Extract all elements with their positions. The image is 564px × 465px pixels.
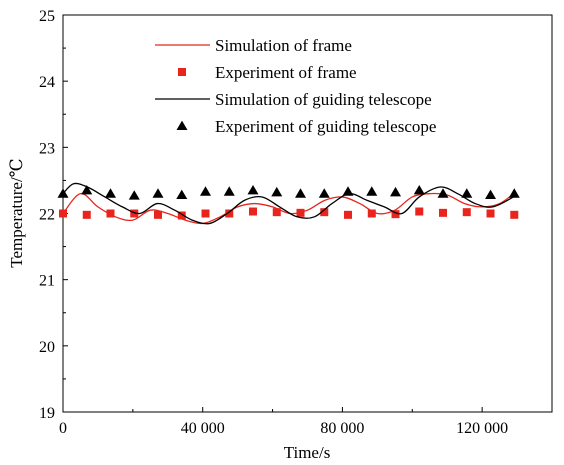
data-point: [225, 209, 234, 218]
legend-label: Simulation of guiding telescope: [215, 90, 432, 109]
data-point: [439, 208, 448, 217]
series-3: [57, 184, 520, 200]
data-point: [342, 186, 354, 196]
legend: Simulation of frame Experiment of frame Si…: [155, 36, 436, 136]
legend-swatch: [178, 68, 186, 76]
y-tick-label: 21: [39, 273, 55, 290]
data-point: [152, 188, 164, 198]
data-point: [247, 184, 259, 195]
y-axis: 19 20 21 22 23 24 25: [39, 8, 68, 422]
data-point: [128, 190, 140, 200]
data-point: [437, 188, 449, 198]
series-2: [62, 182, 514, 225]
legend-item: Experiment of frame: [178, 63, 357, 82]
data-point: [296, 208, 305, 217]
data-point: [130, 209, 139, 218]
x-axis: 0 40 000 80 000 120 000: [59, 407, 508, 437]
data-point: [320, 208, 329, 217]
data-point: [510, 210, 519, 219]
data-point: [295, 188, 307, 198]
x-tick-label: 0: [59, 420, 67, 437]
data-point: [272, 208, 281, 217]
data-point: [367, 209, 376, 218]
legend-label: Experiment of frame: [215, 63, 357, 82]
data-point: [106, 209, 115, 218]
y-tick-label: 25: [39, 8, 55, 25]
y-tick-label: 22: [39, 207, 55, 224]
data-point: [271, 186, 283, 197]
data-point: [390, 186, 402, 197]
data-point: [462, 208, 471, 217]
legend-swatch: [176, 120, 188, 131]
data-point: [201, 209, 210, 218]
legend-label: Simulation of frame: [215, 36, 352, 55]
data-point: [508, 188, 520, 198]
series-1: [59, 207, 519, 220]
data-point: [154, 210, 163, 219]
x-tick-label: 80 000: [320, 420, 364, 437]
data-point: [485, 189, 497, 200]
legend-item: Simulation of guiding telescope: [155, 90, 432, 109]
x-tick-label: 120 000: [456, 420, 508, 437]
y-tick-label: 20: [39, 339, 55, 356]
x-axis-label: Time/s: [284, 443, 331, 462]
data-point: [391, 210, 400, 219]
data-point: [344, 210, 353, 219]
legend-item: Simulation of frame: [155, 36, 352, 55]
data-point: [223, 186, 235, 196]
data-point: [366, 186, 378, 196]
data-point: [105, 188, 117, 198]
y-tick-label: 23: [39, 140, 55, 157]
legend-item: Experiment of guiding telescope: [176, 117, 436, 136]
y-axis-label: Temperature/℃: [7, 158, 26, 267]
data-point: [59, 209, 67, 218]
data-point: [176, 189, 188, 200]
series-layer: [57, 182, 520, 225]
data-point: [413, 184, 425, 195]
series-line: [62, 182, 514, 225]
data-point: [415, 207, 424, 216]
data-point: [318, 188, 330, 198]
data-point: [82, 210, 91, 219]
y-tick-label: 24: [39, 74, 55, 91]
x-tick-label: 40 000: [181, 420, 225, 437]
data-point: [200, 186, 212, 196]
data-point: [81, 184, 93, 195]
data-point: [486, 209, 495, 218]
y-tick-label: 19: [39, 405, 55, 422]
data-point: [177, 211, 186, 220]
data-point: [57, 188, 69, 198]
data-point: [249, 207, 258, 216]
data-point: [461, 188, 473, 198]
legend-label: Experiment of guiding telescope: [215, 117, 436, 136]
